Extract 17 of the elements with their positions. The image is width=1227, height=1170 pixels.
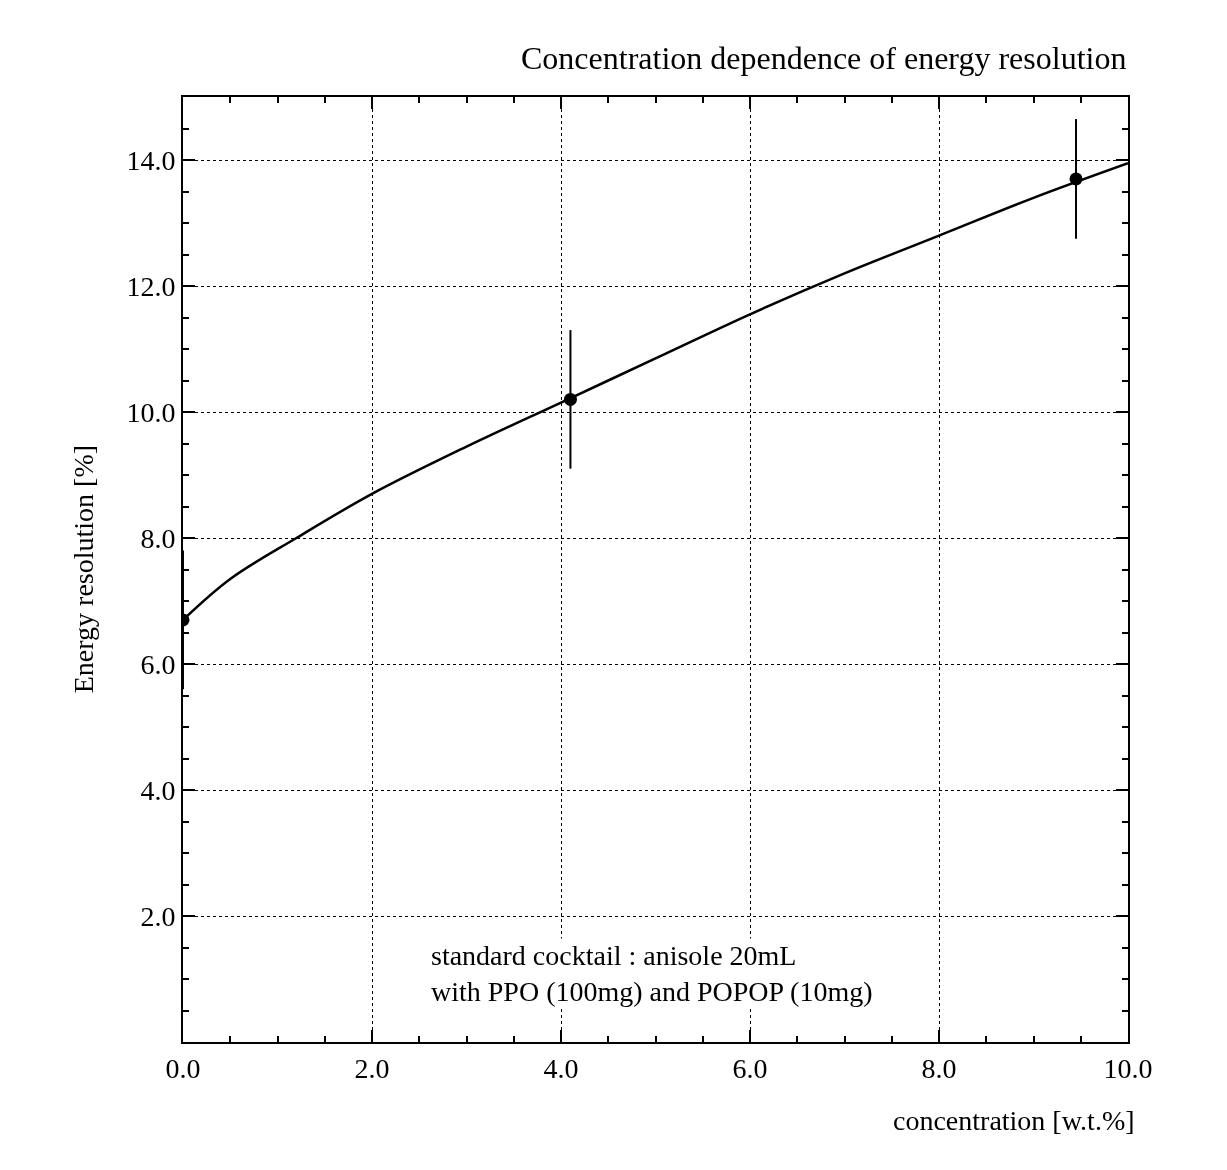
annotation: standard cocktail : anisole 20mL with PPO (100mg) and POPOP (10mg) [431,940,873,1008]
y-tick-label: 6.0 [140,648,176,680]
x-tick-label: 8.0 [921,1052,957,1084]
y-axis-title: Energy resolution [%] [68,444,100,694]
chart-title: Concentration dependence of energy resolution [521,40,1127,76]
y-tick-label: 8.0 [140,522,176,554]
y-tick-label: 12.0 [126,270,176,302]
y-tick-label: 4.0 [140,774,176,806]
x-tick-label: 10.0 [1103,1052,1153,1084]
y-tick-label: 14.0 [126,144,176,176]
x-axis-title: concentration [w.t.%] [893,1105,1135,1136]
x-tick-label: 2.0 [354,1052,390,1084]
y-tick-label: 10.0 [126,396,176,428]
x-tick-label: 4.0 [543,1052,579,1084]
x-tick-label: 6.0 [732,1052,768,1084]
y-tick-label: 2.0 [140,900,176,932]
x-tick-label: 0.0 [165,1052,201,1084]
